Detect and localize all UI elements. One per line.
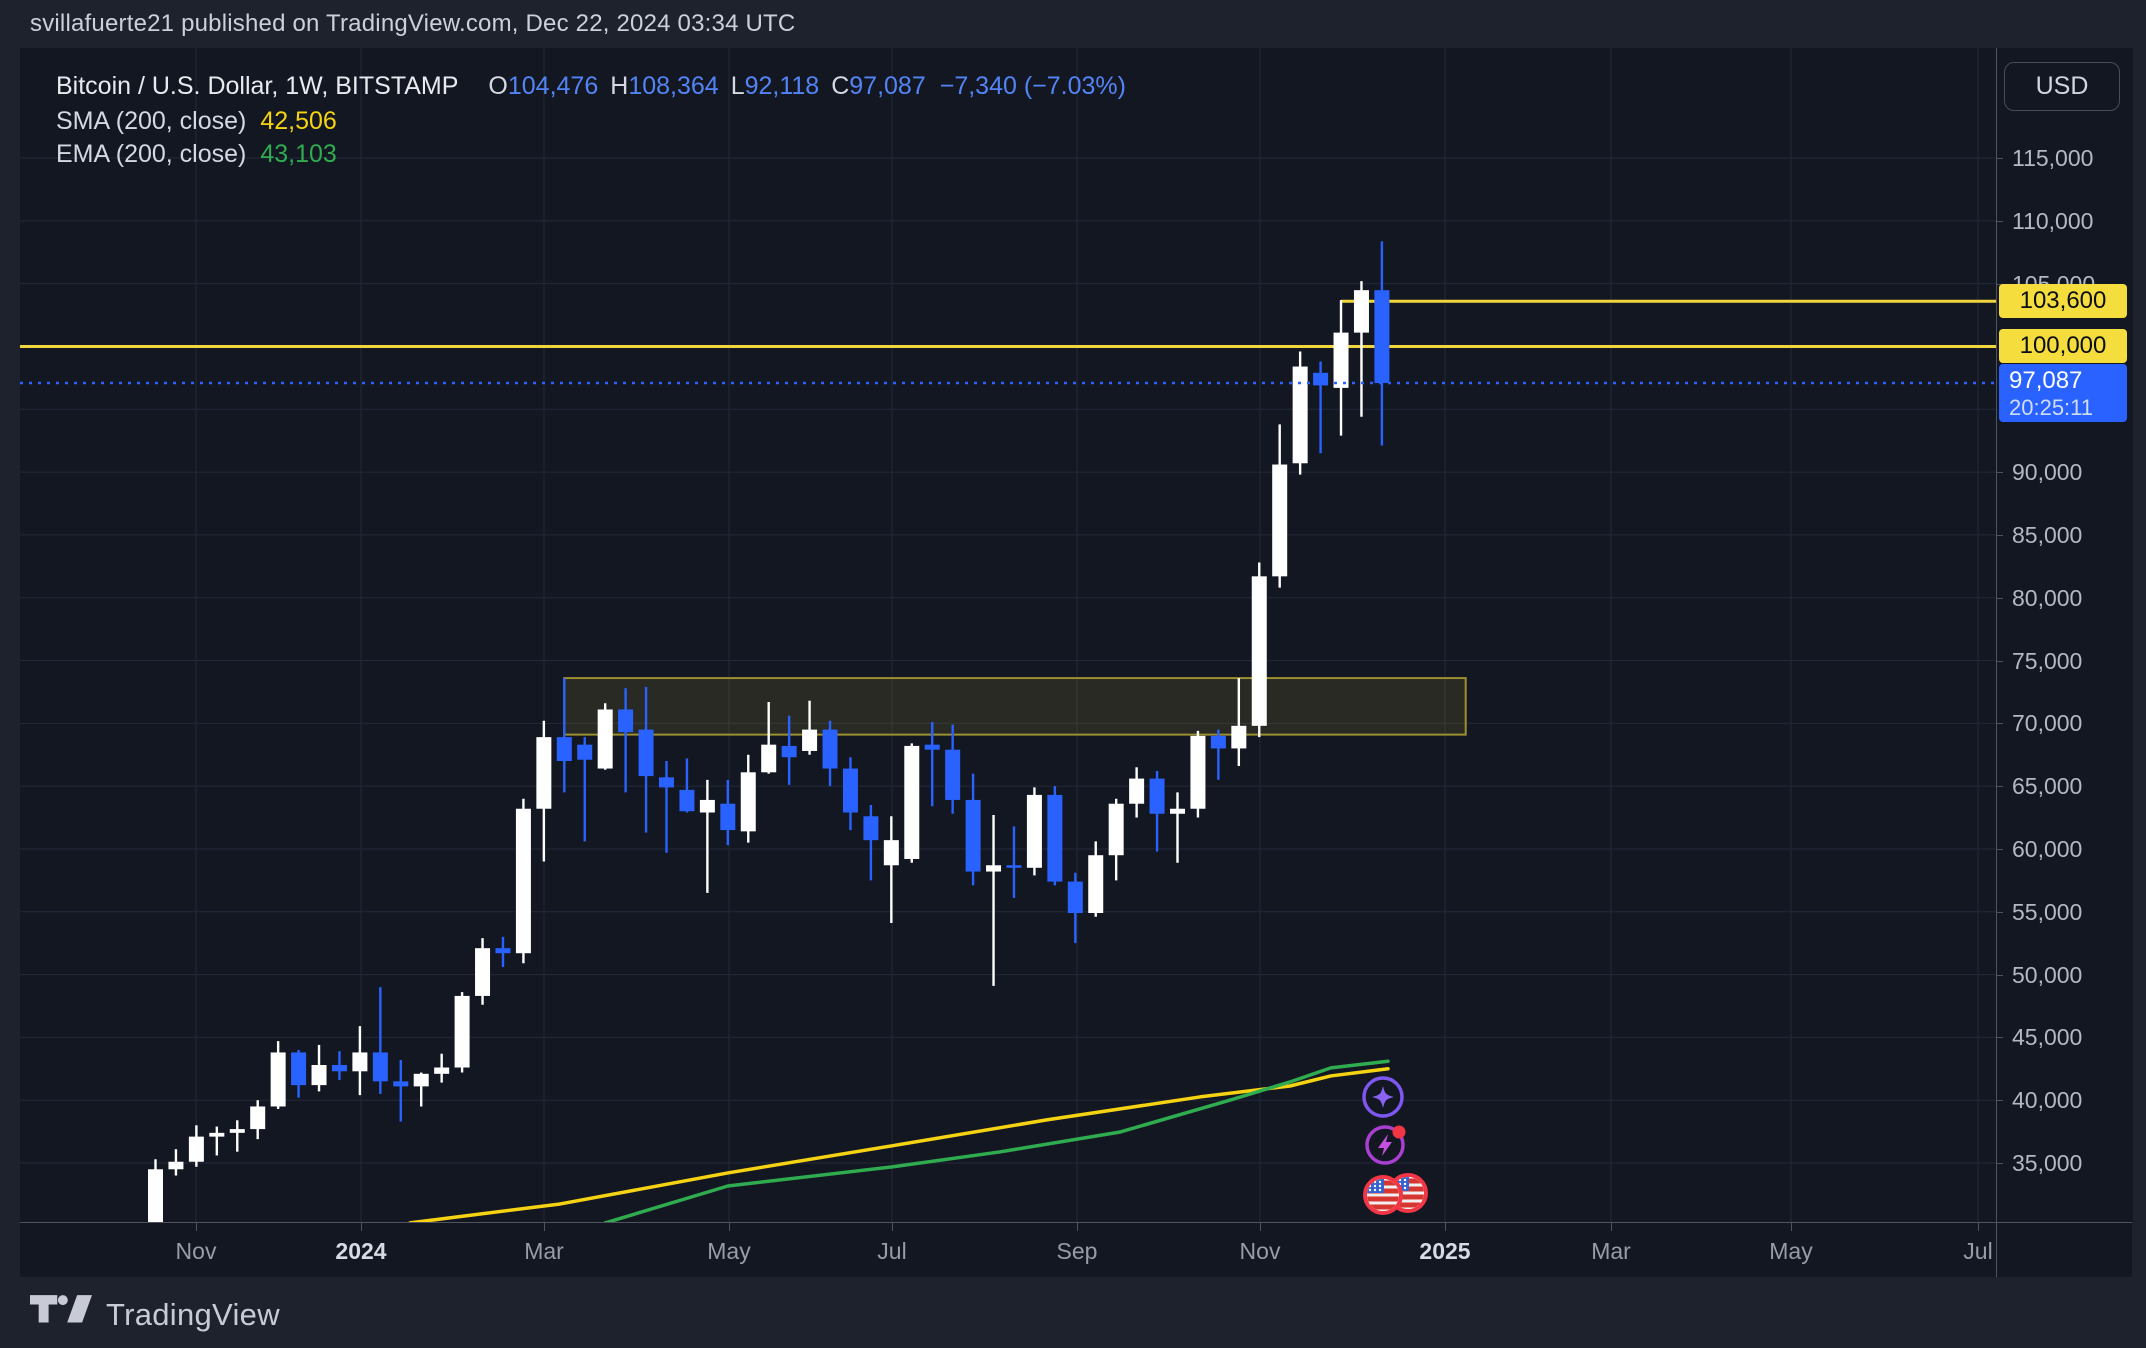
- time-axis-tick: [1260, 1223, 1261, 1231]
- time-axis-tick: [1978, 1223, 1979, 1231]
- tradingview-logo[interactable]: TradingView: [30, 1295, 280, 1335]
- ema-label: EMA (200, close): [56, 140, 247, 168]
- time-axis-month-label: Nov: [1239, 1238, 1281, 1264]
- bar-close-countdown: 20:25:11: [2009, 395, 2094, 421]
- high-value: 108,364: [628, 72, 719, 100]
- high-label: H: [610, 72, 629, 100]
- legend-symbol-row: Bitcoin / U.S. Dollar, 1W, BITSTAMP O104,…: [56, 72, 1126, 101]
- price-axis-label: 80,000: [2012, 584, 2083, 611]
- price-tag-103600: 103,600: [1999, 284, 2127, 319]
- time-axis-tick: [1445, 1223, 1446, 1231]
- time-axis-month-label: Jul: [877, 1238, 907, 1264]
- legend-ema-row: EMA (200, close) 43,103: [56, 140, 337, 169]
- resistance-zone-box[interactable]: [563, 677, 1467, 736]
- time-axis-tick: [196, 1223, 197, 1231]
- legend-sma-row: SMA (200, close) 42,506: [56, 107, 337, 136]
- sparkle-badge[interactable]: [1362, 1076, 1404, 1118]
- horizontal-price-lines[interactable]: [20, 299, 1996, 348]
- price-axis-tick: [1997, 660, 2003, 662]
- price-axis-label: 110,000: [2012, 207, 2094, 234]
- tradingview-wordmark: TradingView: [106, 1297, 280, 1332]
- axis-corner-separator: [1996, 1223, 1997, 1278]
- time-axis-month-label: May: [1769, 1238, 1813, 1264]
- candlesticks: [148, 241, 1390, 1222]
- gridlines: [20, 48, 1996, 1222]
- us-flag-events-badge[interactable]: [1363, 1173, 1428, 1215]
- publisher-text: svillafuerte21 published on TradingView.…: [30, 10, 796, 37]
- price-axis-label: 75,000: [2012, 647, 2083, 674]
- close-label: C: [831, 72, 850, 100]
- price-axis-label: 70,000: [2012, 710, 2083, 737]
- bottom-bar: TradingView: [0, 1277, 2146, 1348]
- time-axis-tick: [361, 1223, 362, 1231]
- price-axis-label: 50,000: [2012, 961, 2083, 988]
- time-axis[interactable]: Nov 2024 Mar May Jul Sep Nov 2025 Mar May Jul: [20, 1222, 2132, 1278]
- publisher-bar: svillafuerte21 published on TradingView.…: [0, 0, 2146, 48]
- time-axis-tick: [1611, 1223, 1612, 1231]
- time-axis-tick: [892, 1223, 893, 1231]
- time-axis-year-label: 2025: [1419, 1238, 1471, 1264]
- price-axis-label: 40,000: [2012, 1087, 2083, 1114]
- currency-toggle-button[interactable]: USD: [2004, 62, 2120, 111]
- price-axis-tick: [1997, 786, 2003, 788]
- price-axis-tick: [1997, 597, 2003, 599]
- price-axis-tick: [1997, 158, 2003, 159]
- price-axis-tick: [1997, 1100, 2003, 1102]
- price-tag-100000: 100,000: [1999, 329, 2127, 364]
- chart-panel: [20, 48, 2132, 1277]
- time-axis-tick: [1791, 1223, 1792, 1231]
- price-axis-tick: [1997, 283, 2003, 285]
- time-axis-month-label: Jul: [1963, 1238, 1993, 1264]
- time-axis-tick: [1077, 1223, 1078, 1231]
- price-axis[interactable]: USD 115,000110,000105,00090,00085,00080,…: [1996, 48, 2133, 1222]
- sma-value: 42,506: [260, 107, 337, 135]
- moving-average-lines: [408, 1059, 1390, 1222]
- price-axis-label: 35,000: [2012, 1150, 2083, 1176]
- open-value: 104,476: [507, 72, 599, 100]
- price-axis-label: 90,000: [2012, 459, 2083, 486]
- tradingview-mark-icon: [30, 1295, 92, 1323]
- symbol-title: Bitcoin / U.S. Dollar, 1W, BITSTAMP: [56, 72, 459, 100]
- time-axis-month-label: Mar: [1591, 1238, 1631, 1264]
- time-axis-tick: [729, 1223, 730, 1231]
- time-axis-tick: [544, 1223, 545, 1231]
- price-axis-tick: [1997, 1037, 2003, 1039]
- price-chart-canvas[interactable]: [20, 48, 1996, 1222]
- price-axis-label: 65,000: [2012, 773, 2083, 800]
- price-axis-tick: [1997, 848, 2003, 850]
- time-axis-month-label: Nov: [175, 1238, 217, 1264]
- price-axis-label: 60,000: [2012, 835, 2083, 862]
- price-axis-tick: [1997, 723, 2003, 725]
- low-label: L: [730, 72, 745, 100]
- price-axis-tick: [1997, 220, 2003, 222]
- time-axis-month-label: May: [707, 1238, 751, 1264]
- time-axis-year-label: 2024: [335, 1238, 387, 1264]
- price-axis-tick: [1997, 472, 2003, 474]
- price-axis-label: 115,000: [2012, 145, 2094, 171]
- current-price-tag: 97,087 20:25:11: [1999, 364, 2127, 423]
- sma-label: SMA (200, close): [56, 107, 247, 135]
- ema-value: 43,103: [260, 140, 337, 168]
- low-value: 92,118: [744, 72, 820, 100]
- time-axis-month-label: Mar: [524, 1238, 564, 1264]
- price-axis-tick: [1997, 911, 2003, 913]
- price-axis-tick: [1997, 1163, 2003, 1164]
- price-axis-label: 55,000: [2012, 898, 2083, 925]
- price-axis-label: 45,000: [2012, 1024, 2083, 1051]
- open-label: O: [488, 72, 508, 100]
- current-price-value: 97,087: [2009, 367, 2083, 395]
- change-value: −7,340 (−7.03%): [939, 72, 1126, 100]
- price-axis-tick: [1997, 974, 2003, 976]
- price-axis-label: 85,000: [2012, 521, 2083, 548]
- event-icons[interactable]: [1362, 1076, 1428, 1215]
- price-axis-tick: [1997, 534, 2003, 536]
- time-axis-month-label: Sep: [1056, 1238, 1098, 1264]
- close-value: 97,087: [849, 72, 926, 100]
- lightning-badge[interactable]: [1365, 1125, 1406, 1165]
